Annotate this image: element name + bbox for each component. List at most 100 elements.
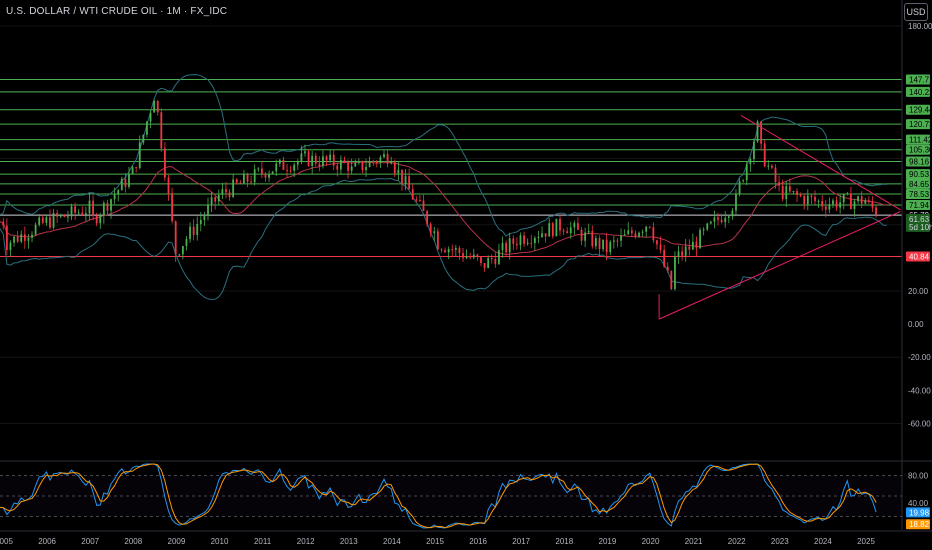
level-badge-label: 129.44: [909, 106, 932, 115]
candle-body: [824, 206, 827, 210]
x-tick-label: 2011: [254, 537, 272, 546]
candle-body: [828, 204, 831, 210]
candle-body: [16, 236, 19, 242]
candle-body: [289, 170, 292, 172]
x-tick-label: 2025: [857, 537, 875, 546]
candle-body: [702, 229, 705, 231]
candle-body: [77, 212, 80, 214]
candle-body: [785, 186, 788, 200]
last-price-label: 61.63: [909, 215, 930, 224]
candle-body: [20, 234, 23, 242]
candle-body: [720, 219, 723, 223]
candle-body: [185, 239, 188, 247]
candle-body: [314, 155, 317, 164]
x-tick-label: 2007: [81, 537, 99, 546]
candle-body: [34, 224, 37, 235]
x-tick-label: 2006: [38, 537, 56, 546]
candle-body: [426, 211, 428, 225]
candle-body: [311, 155, 314, 166]
candle-body: [325, 156, 328, 161]
candle-body: [56, 213, 59, 217]
candle-body: [501, 242, 504, 251]
candle-body: [99, 215, 102, 224]
candle-body: [239, 182, 242, 184]
candle-body: [458, 248, 461, 254]
candle-body: [408, 176, 411, 190]
stoch-tick-label: 80.00: [908, 472, 929, 481]
level-badge-label: 78.53: [909, 190, 930, 199]
candle-body: [774, 167, 777, 183]
candle-body: [357, 161, 360, 163]
level-badge-label: 71.94: [909, 201, 930, 210]
candle-body: [796, 191, 798, 195]
candle-body: [515, 243, 518, 246]
candle-body: [67, 216, 69, 218]
candle-body: [595, 238, 597, 247]
candle-body: [537, 236, 540, 238]
candle-body: [361, 161, 364, 171]
candle-body: [853, 201, 856, 210]
candle-body: [609, 241, 612, 253]
candle-body: [264, 173, 267, 178]
candle-body: [508, 238, 511, 253]
candle-body: [419, 199, 421, 201]
candle-body: [699, 229, 701, 249]
candle-body: [648, 226, 651, 228]
level-badge-label: 98.16: [909, 158, 930, 167]
candle-body: [178, 254, 181, 256]
candle-body: [296, 161, 299, 165]
candle-body: [541, 233, 543, 237]
candle-body: [656, 240, 658, 245]
candle-body: [404, 176, 407, 184]
candle-body: [106, 202, 109, 211]
candle-body: [386, 154, 389, 164]
candle-body: [742, 180, 745, 182]
candle-body: [379, 157, 382, 164]
candle-body: [156, 100, 159, 113]
candle-body: [677, 251, 680, 257]
candle-body: [300, 153, 303, 162]
stoch-k-line: [0, 463, 877, 529]
x-tick-label: 2016: [469, 537, 487, 546]
candle-body: [505, 242, 508, 253]
candle-body: [620, 235, 622, 241]
bollinger-lower: [0, 177, 887, 300]
candle-body: [724, 217, 727, 223]
resistance-trendline: [740, 114, 901, 211]
candle-body: [174, 221, 177, 255]
candle-body: [666, 266, 669, 271]
chart-title: U.S. DOLLAR / WTI CRUDE OIL · 1M · FX_ID…: [6, 6, 228, 17]
candle-body: [781, 185, 784, 200]
candle-body: [275, 163, 278, 172]
stoch-d-value: 18.82: [909, 520, 930, 529]
x-tick-label: 2008: [124, 537, 142, 546]
candle-body: [454, 248, 457, 250]
y-tick-label: -20.00: [908, 353, 931, 362]
currency-button[interactable]: USD: [904, 3, 928, 21]
candle-body: [286, 169, 288, 171]
candle-body: [38, 217, 41, 225]
candle-body: [110, 199, 112, 211]
level-badge: [906, 178, 930, 189]
candle-body: [799, 194, 802, 197]
candle-body: [336, 165, 339, 170]
candle-body: [602, 239, 604, 250]
candle-body: [580, 229, 583, 241]
candle-body: [282, 159, 285, 170]
candle-body: [584, 232, 587, 241]
candle-body: [440, 249, 443, 251]
candle-body: [181, 246, 184, 255]
candle-body: [192, 226, 195, 235]
candle-body: [84, 213, 87, 215]
candle-body: [850, 193, 852, 210]
candle-body: [832, 200, 834, 205]
candle-body: [304, 151, 306, 154]
level-badge-label: 105.30: [909, 146, 932, 155]
candle-body: [142, 134, 145, 143]
candle-body: [13, 236, 15, 243]
candle-body: [530, 242, 533, 244]
candle-body: [372, 161, 375, 163]
candle-body: [164, 148, 166, 178]
candle-body: [498, 250, 500, 265]
